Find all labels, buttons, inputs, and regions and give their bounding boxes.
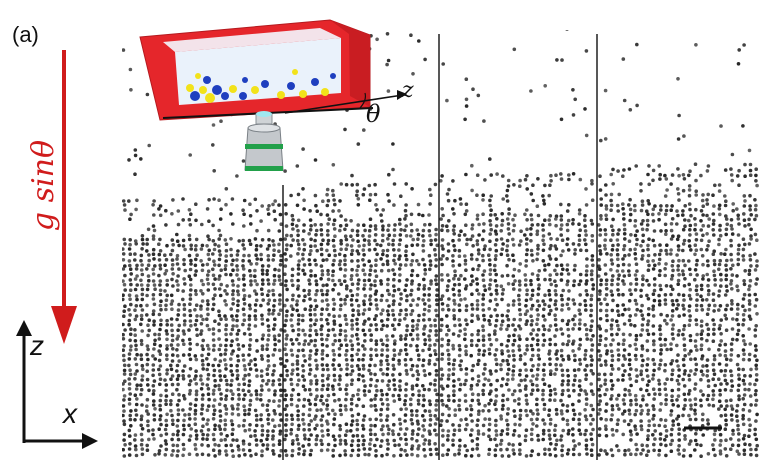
setup-angle-label: θ [366, 100, 381, 128]
particle-layer [122, 30, 759, 459]
axes-icon [16, 320, 98, 449]
microscope-objective-icon [244, 111, 284, 171]
tilted-container-icon [139, 19, 407, 171]
axis-x-label: x [63, 398, 77, 429]
panel-label: (a) [12, 22, 39, 47]
gravity-label: g sinθ [26, 139, 62, 231]
axis-z-label: z [30, 330, 44, 361]
gravity-arrow-icon [51, 50, 77, 344]
setup-axis-label: z [402, 78, 414, 103]
particle-images [122, 30, 759, 460]
